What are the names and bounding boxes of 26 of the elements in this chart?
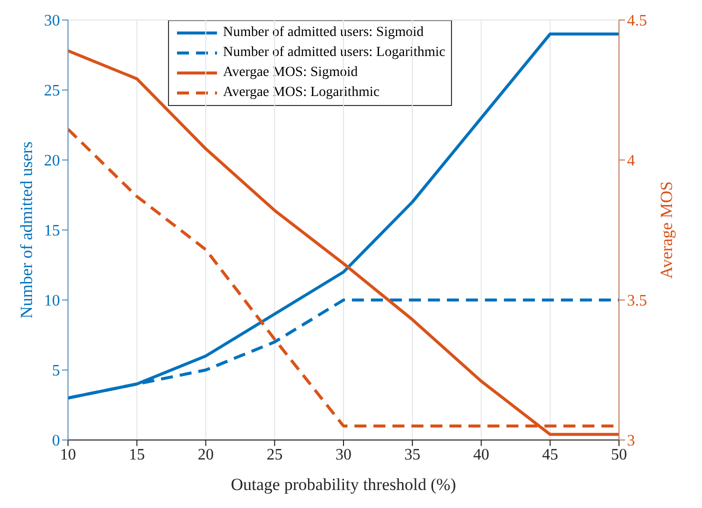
y-tick-label: 15 bbox=[44, 222, 60, 240]
y2-axis-title: Average MOS bbox=[657, 181, 676, 279]
y2-tick-label: 3 bbox=[627, 432, 635, 450]
legend-label: Number of admitted users: Logarithmic bbox=[223, 45, 446, 61]
y2-tick-label: 4 bbox=[627, 152, 635, 170]
x-tick-label: 45 bbox=[542, 446, 558, 464]
y-tick-label: 10 bbox=[44, 292, 60, 310]
y-tick-label: 20 bbox=[44, 152, 60, 170]
x-tick-label: 25 bbox=[266, 446, 283, 464]
x-tick-label: 20 bbox=[198, 446, 214, 464]
x-tick-label: 35 bbox=[404, 446, 420, 464]
y-tick-label: 5 bbox=[52, 362, 60, 380]
x-tick-label: 15 bbox=[128, 446, 145, 464]
x-tick-label: 50 bbox=[611, 446, 627, 464]
y2-tick-label: 3.5 bbox=[627, 292, 647, 310]
y-tick-label: 0 bbox=[52, 432, 60, 450]
y-tick-label: 25 bbox=[44, 82, 60, 100]
x-tick-label: 40 bbox=[473, 446, 490, 464]
legend-label: Avergae MOS: Logarithmic bbox=[223, 85, 380, 101]
legend-label: Avergae MOS: Sigmoid bbox=[223, 65, 358, 81]
y-axis-title: Number of admitted users bbox=[17, 141, 36, 319]
x-axis-title: Outage probability threshold (%) bbox=[230, 475, 456, 494]
y2-tick-label: 4.5 bbox=[627, 12, 647, 30]
y-tick-label: 30 bbox=[44, 12, 60, 30]
x-tick-label: 30 bbox=[336, 446, 352, 464]
legend-label: Number of admitted users: Sigmoid bbox=[223, 25, 424, 41]
